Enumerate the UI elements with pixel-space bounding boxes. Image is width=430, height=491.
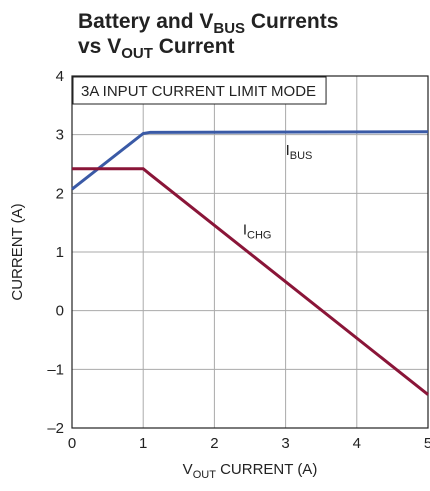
series-label-sub: CHG xyxy=(247,229,271,241)
series-line xyxy=(71,130,429,191)
y-tick-label: 0 xyxy=(56,303,64,320)
chart-title-line-1: Battery and VBUS Currents xyxy=(78,10,338,37)
series-label: IBUS xyxy=(286,142,313,162)
chart-title-line-2: vs VOUT Current xyxy=(78,35,235,62)
y-axis-label: CURRENT (A) xyxy=(9,203,26,300)
series-label: ICHG xyxy=(243,221,272,241)
series-line xyxy=(72,167,429,396)
series-label-main: I xyxy=(286,142,290,159)
plot-frame xyxy=(71,75,429,429)
x-tick-label: 2 xyxy=(210,435,218,452)
x-tick-label: 4 xyxy=(353,435,361,452)
x-tick-label: 0 xyxy=(68,435,76,452)
y-tick-label: 4 xyxy=(56,68,64,85)
series-label-sub: BUS xyxy=(290,150,313,162)
x-axis-label: VOUT CURRENT (A) xyxy=(183,461,318,481)
annotation: 3A INPUT CURRENT LIMIT MODE xyxy=(81,83,316,100)
y-tick-label: –2 xyxy=(47,420,64,437)
y-tick-label: 2 xyxy=(56,185,64,202)
x-tick-label: 5 xyxy=(424,435,430,452)
x-tick-label: 1 xyxy=(139,435,147,452)
x-tick-label: 3 xyxy=(281,435,289,452)
y-tick-label: 1 xyxy=(56,244,64,261)
series-label-main: I xyxy=(243,221,247,238)
y-tick-label: –1 xyxy=(47,361,64,378)
y-tick-label: 3 xyxy=(56,127,64,144)
annotation-box xyxy=(72,76,327,105)
